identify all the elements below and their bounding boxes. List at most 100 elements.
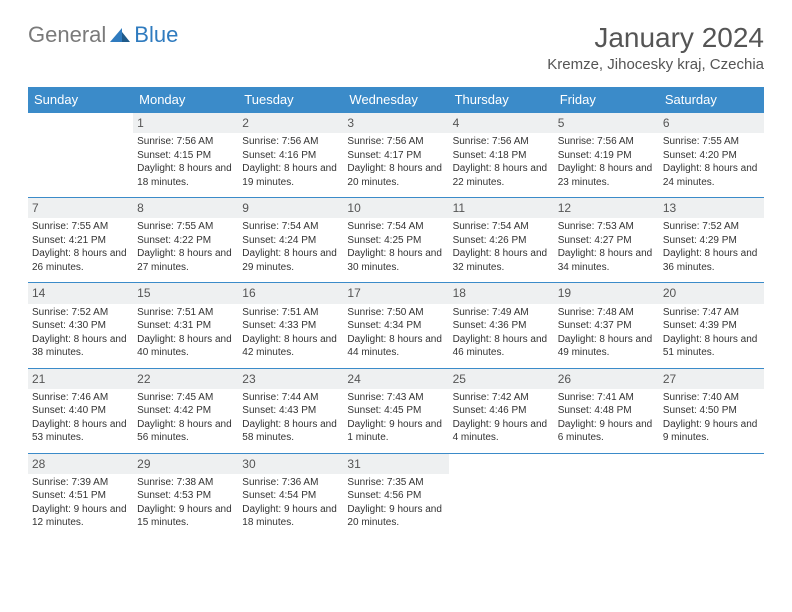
day-number: 5 xyxy=(554,113,659,133)
day-body: Sunrise: 7:41 AMSunset: 4:48 PMDaylight:… xyxy=(554,389,659,453)
sunset-line: Sunset: 4:15 PM xyxy=(137,149,234,163)
day-number: 24 xyxy=(343,369,448,389)
logo: General Blue xyxy=(28,22,178,48)
sunrise-line: Sunrise: 7:54 AM xyxy=(453,220,550,234)
day-body: Sunrise: 7:56 AMSunset: 4:18 PMDaylight:… xyxy=(449,133,554,197)
sunrise-line: Sunrise: 7:55 AM xyxy=(32,220,129,234)
sunrise-line: Sunrise: 7:56 AM xyxy=(347,135,444,149)
sunset-line: Sunset: 4:16 PM xyxy=(242,149,339,163)
daylight-line: Daylight: 9 hours and 1 minute. xyxy=(347,418,444,445)
day-body: Sunrise: 7:55 AMSunset: 4:22 PMDaylight:… xyxy=(133,218,238,282)
sunrise-line: Sunrise: 7:39 AM xyxy=(32,476,129,490)
day-body: Sunrise: 7:55 AMSunset: 4:20 PMDaylight:… xyxy=(659,133,764,197)
calendar-day-cell: 22Sunrise: 7:45 AMSunset: 4:42 PMDayligh… xyxy=(133,368,238,453)
daylight-line: Daylight: 8 hours and 26 minutes. xyxy=(32,247,129,274)
sunrise-line: Sunrise: 7:52 AM xyxy=(32,306,129,320)
daylight-line: Daylight: 8 hours and 40 minutes. xyxy=(137,333,234,360)
sunrise-line: Sunrise: 7:48 AM xyxy=(558,306,655,320)
daylight-line: Daylight: 8 hours and 44 minutes. xyxy=(347,333,444,360)
calendar-day-cell: 19Sunrise: 7:48 AMSunset: 4:37 PMDayligh… xyxy=(554,283,659,368)
day-number: 16 xyxy=(238,283,343,303)
day-number: 6 xyxy=(659,113,764,133)
sunset-line: Sunset: 4:56 PM xyxy=(347,489,444,503)
day-number: 31 xyxy=(343,454,448,474)
daylight-line: Daylight: 8 hours and 24 minutes. xyxy=(663,162,760,189)
logo-blue: Blue xyxy=(134,22,178,48)
calendar-day-cell xyxy=(659,453,764,538)
calendar-week-row: 14Sunrise: 7:52 AMSunset: 4:30 PMDayligh… xyxy=(28,283,764,368)
calendar-day-cell: 26Sunrise: 7:41 AMSunset: 4:48 PMDayligh… xyxy=(554,368,659,453)
daylight-line: Daylight: 9 hours and 18 minutes. xyxy=(242,503,339,530)
calendar-day-cell: 9Sunrise: 7:54 AMSunset: 4:24 PMDaylight… xyxy=(238,198,343,283)
day-number: 19 xyxy=(554,283,659,303)
day-number: 22 xyxy=(133,369,238,389)
calendar-day-cell: 27Sunrise: 7:40 AMSunset: 4:50 PMDayligh… xyxy=(659,368,764,453)
sunrise-line: Sunrise: 7:55 AM xyxy=(137,220,234,234)
day-number: 30 xyxy=(238,454,343,474)
sunset-line: Sunset: 4:18 PM xyxy=(453,149,550,163)
day-number: 9 xyxy=(238,198,343,218)
daylight-line: Daylight: 9 hours and 9 minutes. xyxy=(663,418,760,445)
day-number: 12 xyxy=(554,198,659,218)
weekday-header: Thursday xyxy=(449,87,554,113)
day-number: 10 xyxy=(343,198,448,218)
sunset-line: Sunset: 4:51 PM xyxy=(32,489,129,503)
day-body: Sunrise: 7:50 AMSunset: 4:34 PMDaylight:… xyxy=(343,304,448,368)
calendar-day-cell: 4Sunrise: 7:56 AMSunset: 4:18 PMDaylight… xyxy=(449,113,554,198)
day-body: Sunrise: 7:35 AMSunset: 4:56 PMDaylight:… xyxy=(343,474,448,538)
sunrise-line: Sunrise: 7:56 AM xyxy=(137,135,234,149)
sunrise-line: Sunrise: 7:56 AM xyxy=(558,135,655,149)
day-body: Sunrise: 7:54 AMSunset: 4:24 PMDaylight:… xyxy=(238,218,343,282)
sunrise-line: Sunrise: 7:50 AM xyxy=(347,306,444,320)
daylight-line: Daylight: 8 hours and 36 minutes. xyxy=(663,247,760,274)
daylight-line: Daylight: 8 hours and 49 minutes. xyxy=(558,333,655,360)
calendar-day-cell: 24Sunrise: 7:43 AMSunset: 4:45 PMDayligh… xyxy=(343,368,448,453)
calendar-day-cell xyxy=(554,453,659,538)
day-number: 26 xyxy=(554,369,659,389)
calendar-day-cell: 2Sunrise: 7:56 AMSunset: 4:16 PMDaylight… xyxy=(238,113,343,198)
daylight-line: Daylight: 9 hours and 12 minutes. xyxy=(32,503,129,530)
calendar-day-cell: 1Sunrise: 7:56 AMSunset: 4:15 PMDaylight… xyxy=(133,113,238,198)
calendar-day-cell: 25Sunrise: 7:42 AMSunset: 4:46 PMDayligh… xyxy=(449,368,554,453)
calendar-day-cell: 10Sunrise: 7:54 AMSunset: 4:25 PMDayligh… xyxy=(343,198,448,283)
sunrise-line: Sunrise: 7:45 AM xyxy=(137,391,234,405)
sunset-line: Sunset: 4:25 PM xyxy=(347,234,444,248)
day-number: 18 xyxy=(449,283,554,303)
sunrise-line: Sunrise: 7:53 AM xyxy=(558,220,655,234)
day-number: 7 xyxy=(28,198,133,218)
day-number: 23 xyxy=(238,369,343,389)
day-number: 4 xyxy=(449,113,554,133)
day-body: Sunrise: 7:52 AMSunset: 4:30 PMDaylight:… xyxy=(28,304,133,368)
sunset-line: Sunset: 4:21 PM xyxy=(32,234,129,248)
day-body: Sunrise: 7:42 AMSunset: 4:46 PMDaylight:… xyxy=(449,389,554,453)
daylight-line: Daylight: 8 hours and 53 minutes. xyxy=(32,418,129,445)
sunset-line: Sunset: 4:26 PM xyxy=(453,234,550,248)
sunrise-line: Sunrise: 7:54 AM xyxy=(347,220,444,234)
sunrise-line: Sunrise: 7:51 AM xyxy=(242,306,339,320)
day-body: Sunrise: 7:46 AMSunset: 4:40 PMDaylight:… xyxy=(28,389,133,453)
day-body: Sunrise: 7:47 AMSunset: 4:39 PMDaylight:… xyxy=(659,304,764,368)
day-number: 20 xyxy=(659,283,764,303)
calendar-week-row: 21Sunrise: 7:46 AMSunset: 4:40 PMDayligh… xyxy=(28,368,764,453)
daylight-line: Daylight: 8 hours and 42 minutes. xyxy=(242,333,339,360)
day-number: 17 xyxy=(343,283,448,303)
daylight-line: Daylight: 8 hours and 29 minutes. xyxy=(242,247,339,274)
day-body: Sunrise: 7:44 AMSunset: 4:43 PMDaylight:… xyxy=(238,389,343,453)
daylight-line: Daylight: 8 hours and 51 minutes. xyxy=(663,333,760,360)
day-number: 1 xyxy=(133,113,238,133)
calendar-day-cell: 29Sunrise: 7:38 AMSunset: 4:53 PMDayligh… xyxy=(133,453,238,538)
day-body: Sunrise: 7:55 AMSunset: 4:21 PMDaylight:… xyxy=(28,218,133,282)
sunset-line: Sunset: 4:22 PM xyxy=(137,234,234,248)
weekday-header: Tuesday xyxy=(238,87,343,113)
calendar-week-row: 1Sunrise: 7:56 AMSunset: 4:15 PMDaylight… xyxy=(28,113,764,198)
day-number xyxy=(659,454,764,458)
sunset-line: Sunset: 4:24 PM xyxy=(242,234,339,248)
title-block: January 2024 Kremze, Jihocesky kraj, Cze… xyxy=(547,22,764,73)
daylight-line: Daylight: 8 hours and 23 minutes. xyxy=(558,162,655,189)
month-title: January 2024 xyxy=(547,22,764,54)
day-number: 14 xyxy=(28,283,133,303)
day-body: Sunrise: 7:45 AMSunset: 4:42 PMDaylight:… xyxy=(133,389,238,453)
calendar-day-cell: 14Sunrise: 7:52 AMSunset: 4:30 PMDayligh… xyxy=(28,283,133,368)
daylight-line: Daylight: 8 hours and 22 minutes. xyxy=(453,162,550,189)
calendar-day-cell xyxy=(449,453,554,538)
